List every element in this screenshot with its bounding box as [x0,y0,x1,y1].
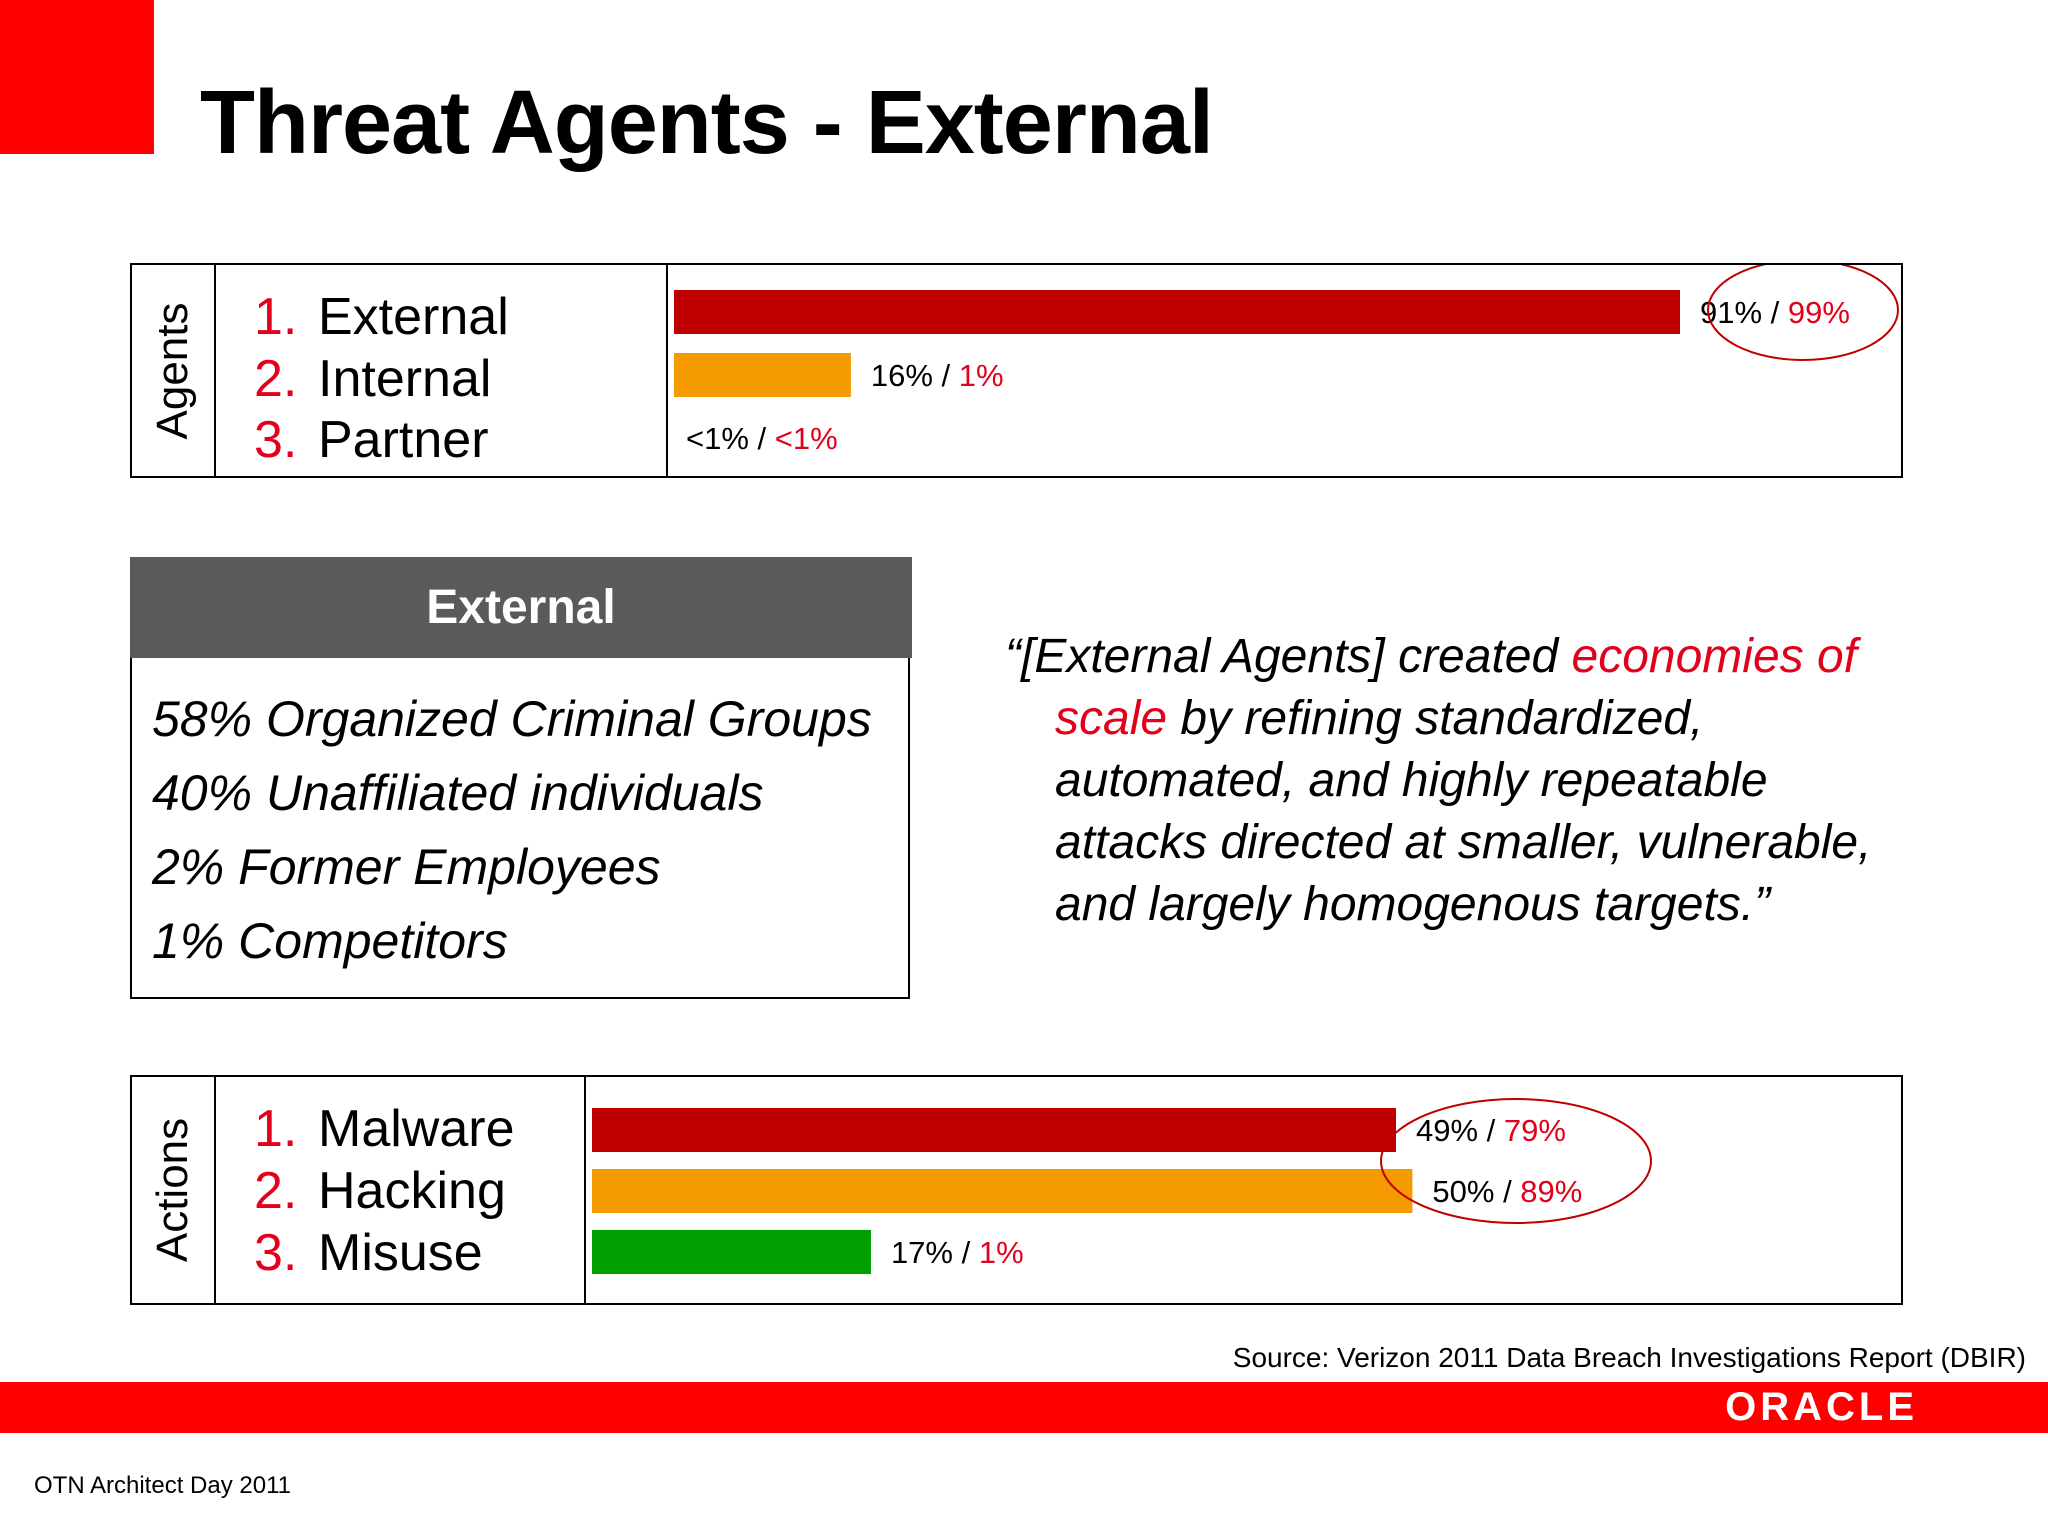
value-label-internal: 16% / 1% [871,358,1004,393]
external-item: 58% Organized Criminal Groups [152,691,872,747]
external-header: External [130,557,912,658]
actions-side-label: Actions [132,1077,216,1303]
actions-list: 1. Malware 2. Hacking 3. Misuse [214,1077,586,1303]
page-title: Threat Agents - External [200,73,1214,173]
external-item: 40% Unaffiliated individuals [152,765,764,821]
bar-hacking [592,1169,1413,1213]
bar-internal [674,353,851,397]
value-label-partner: <1% / <1% [686,421,838,456]
list-item: 1. Malware [254,1100,515,1158]
oracle-logo: ORACLE [1725,1385,1918,1429]
bar-malware [592,1108,1396,1152]
list-item: 2. Internal [254,350,492,408]
value-label-external: 91% / 99% [1700,295,1850,330]
agents-side-label: Agents [132,265,216,476]
list-item: 2. Hacking [254,1162,506,1220]
agents-list: 1. External 2. Internal 3. Partner [214,265,668,476]
highlight-ellipse [1380,1098,1652,1224]
highlight-ellipse [1707,265,1899,361]
list-item: 3. Misuse [254,1224,483,1282]
value-label-hacking: 50% / 89% [1432,1174,1582,1209]
bar-external [674,290,1680,334]
agents-bars: 91% / 99% 16% / 1% <1% / <1% [674,265,1899,456]
brand-square [0,0,154,154]
value-label-malware: 49% / 79% [1416,1113,1566,1148]
actions-chart: Actions 1. Malware 2. Hacking 3. Misuse 49%… [130,1075,1903,1305]
list-item: 3. Partner [254,411,489,469]
value-label-misuse: 17% / 1% [891,1235,1024,1270]
external-item: 1% Competitors [152,913,508,969]
list-item: 1. External [254,288,509,346]
actions-bars: 49% / 79% 50% / 89% 17% / 1% [592,1098,1652,1274]
bar-misuse [592,1230,871,1274]
footer-bar [0,1382,2048,1433]
source-note: Source: Verizon 2011 Data Breach Investi… [1232,1342,2026,1373]
quote: “[External Agents] created economies of … [1005,630,1872,931]
external-item: 2% Former Employees [152,839,661,895]
agents-chart: Agents 1. External 2. Internal 3. Partner 9… [130,263,1903,478]
footer-text: OTN Architect Day 2011 [34,1472,291,1499]
